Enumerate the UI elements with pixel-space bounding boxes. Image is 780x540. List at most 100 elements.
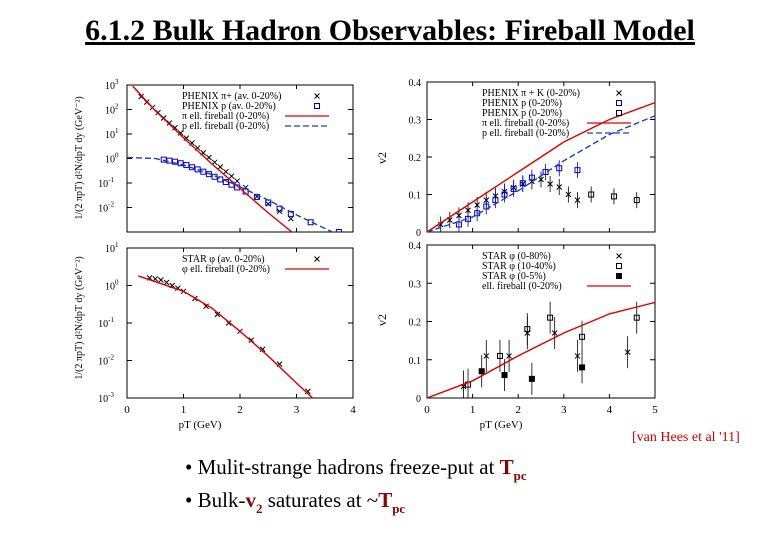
data-point <box>160 156 167 163</box>
legend-label: PHENIX p (0-20%) <box>482 108 562 119</box>
legend-label: STAR φ (av. 0-20%) <box>182 254 265 265</box>
bullet-2-mid: saturates at ~ <box>262 488 379 512</box>
series-line <box>427 115 655 232</box>
bullet-2-v: v <box>245 488 256 512</box>
y-axis-label: 1/(2 πpT) d²N/dpT dy (GeV⁻²) <box>74 96 85 219</box>
y-tick-label: 0.1 <box>409 191 422 202</box>
data-point <box>138 93 144 100</box>
series-line <box>138 275 314 398</box>
y-tick-label: 0 <box>416 228 421 239</box>
x-tick-label: 2 <box>515 404 521 416</box>
bullet-2-T: T <box>378 488 393 512</box>
plot-area <box>127 85 342 232</box>
data-point <box>200 168 207 175</box>
legend-swatch <box>314 93 320 99</box>
y-tick-exp: 2 <box>115 103 119 111</box>
y-tick-label: 0.3 <box>409 116 422 127</box>
y-tick-label: 0.3 <box>409 279 422 290</box>
data-point <box>223 168 229 175</box>
data-point <box>177 130 184 136</box>
data-point <box>248 337 255 343</box>
y-tick-exp: 1 <box>115 241 119 249</box>
legend-label: STAR φ (0-80%) <box>482 251 551 262</box>
legend-swatch <box>314 256 320 262</box>
bullet-freeze-out: • Mulit-strange hadrons freeze-put at Tp… <box>185 455 527 483</box>
x-tick-label: 1 <box>470 404 476 416</box>
y-tick-exp: 0 <box>115 152 119 160</box>
x-tick-label: 2 <box>237 404 243 416</box>
bullet-1-T-sub: pc <box>513 468 527 483</box>
legend-label: PHENIX π + K (0-20%) <box>482 88 580 99</box>
legend-label: STAR φ (0-5%) <box>482 271 546 282</box>
legend-label: PHENIX p (0-20%) <box>482 98 562 109</box>
legend-swatch <box>616 110 622 116</box>
y-tick-exp: 3 <box>115 78 119 86</box>
y-tick-exp: -1 <box>108 176 114 184</box>
legend-swatch <box>616 273 622 279</box>
slide-title: 6.1.2 Bulk Hadron Observables: Fireball … <box>85 14 695 47</box>
legend-label: STAR φ (10-40%) <box>482 261 556 272</box>
data-point <box>265 201 272 207</box>
legend-swatch <box>616 100 622 106</box>
plot-area <box>427 101 655 232</box>
plot-area <box>138 274 314 398</box>
bullet-2-T-sub: pc <box>392 501 406 516</box>
series-line <box>132 85 293 232</box>
series-line <box>127 156 335 232</box>
x-tick-label: 4 <box>350 404 356 416</box>
y-tick-label: 0.2 <box>409 318 422 329</box>
y-tick-exp: -3 <box>108 391 114 399</box>
bullet-2-text: • Bulk- <box>185 488 246 512</box>
data-point <box>228 173 235 180</box>
y-tick-exp: -2 <box>108 354 114 362</box>
x-axis-label: pT (GeV) <box>480 419 523 431</box>
y-tick-label: 0.1 <box>409 356 422 367</box>
y-tick-label: 0.4 <box>409 78 422 89</box>
citation: [van Hees et al '11] <box>632 430 740 445</box>
data-point <box>172 124 178 131</box>
legend-swatch <box>616 263 622 269</box>
legend-label: PHENIX π+ (av. 0-20%) <box>182 91 281 102</box>
legend-label: p ell. fireball (0-20%) <box>182 121 269 132</box>
data-point <box>276 205 283 212</box>
plot-area <box>427 301 655 398</box>
y-tick-label: 0 <box>416 394 421 405</box>
y-tick-exp: 1 <box>115 127 119 135</box>
legend-swatch <box>314 103 320 109</box>
figure-background <box>74 70 676 438</box>
data-point <box>287 215 294 222</box>
data-point <box>194 166 201 173</box>
data-point <box>163 279 170 286</box>
data-point <box>177 160 184 167</box>
data-point <box>166 120 173 126</box>
y-tick-label: 0.4 <box>409 241 422 252</box>
x-tick-label: 3 <box>294 404 300 416</box>
data-point <box>203 303 209 310</box>
y-axis-label: v2 <box>375 314 389 326</box>
data-point <box>217 164 224 170</box>
data-point <box>222 178 229 185</box>
x-tick-label: 0 <box>124 404 130 416</box>
y-tick-exp: -2 <box>108 201 114 209</box>
series-line <box>427 101 655 232</box>
x-axis-label: pT (GeV) <box>179 419 222 431</box>
data-point <box>304 388 311 395</box>
x-tick-label: 5 <box>652 404 658 416</box>
panel-v2-star: 0.4 0.3 0.2 0.1 00 1 2 3 4 5 v2 pT (GeV) STAR φ (0-8… <box>375 241 658 431</box>
legend-label: PHENIX p (av. 0-20%) <box>182 101 276 112</box>
y-axis-label: v2 <box>375 152 389 164</box>
data-point <box>335 229 342 232</box>
x-tick-label: 3 <box>561 404 567 416</box>
bullet-1-text: • Mulit-strange hadrons freeze-put at <box>185 455 500 479</box>
legend-label: π ell. fireball (0-20%) <box>482 118 569 129</box>
data-point <box>214 311 221 318</box>
y-tick-exp: -1 <box>108 316 114 324</box>
legend-label: π ell. fireball (0-20%) <box>182 111 269 122</box>
legend-swatch <box>616 253 622 259</box>
x-tick-label: 4 <box>607 404 613 416</box>
legend-label: ell. fireball (0-20%) <box>482 281 562 292</box>
bullet-v2-saturates: • Bulk-v2 saturates at ~Tpc <box>185 488 406 516</box>
legend-swatch <box>616 90 622 96</box>
